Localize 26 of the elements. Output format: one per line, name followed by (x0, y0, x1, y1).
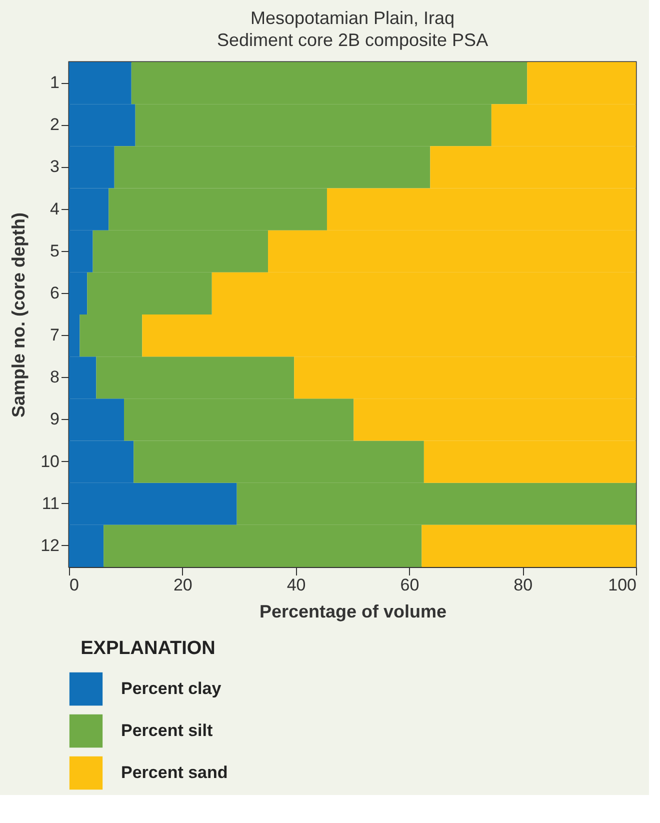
y-tick-label: 6 (50, 283, 60, 302)
x-tick-label: 80 (514, 576, 533, 594)
chart-title: Mesopotamian Plain, Iraq (250, 8, 455, 28)
y-tick-label: 11 (42, 494, 60, 513)
x-tick-label: 20 (173, 576, 192, 594)
y-tick-label: 10 (40, 452, 60, 471)
y-tick-label: 2 (50, 115, 60, 134)
y-tick-label: 1 (50, 73, 60, 92)
x-tick-label: 40 (286, 576, 306, 594)
y-tick-label: 4 (50, 199, 60, 218)
legend-label: Percent clay (121, 679, 222, 698)
legend-label: Percent silt (121, 721, 213, 740)
y-tick-label: 3 (50, 157, 60, 176)
x-tick-label: 100 (608, 576, 636, 594)
y-tick-label: 8 (50, 368, 60, 387)
y-tick-label: 7 (50, 326, 60, 345)
x-axis-title: Percentage of volume (259, 602, 447, 622)
y-tick-label: 9 (50, 410, 60, 429)
y-tick-label: 5 (50, 241, 60, 260)
legend-title: EXPLANATION (80, 638, 216, 659)
chart-subtitle: Sediment core 2B composite PSA (216, 30, 488, 50)
x-tick-label: 60 (400, 576, 420, 594)
x-tick-label: 0 (70, 576, 79, 594)
legend-label: Percent sand (121, 763, 228, 782)
y-tick-label: 12 (40, 536, 60, 555)
y-axis-title: Sample no. (core depth) (8, 212, 29, 418)
